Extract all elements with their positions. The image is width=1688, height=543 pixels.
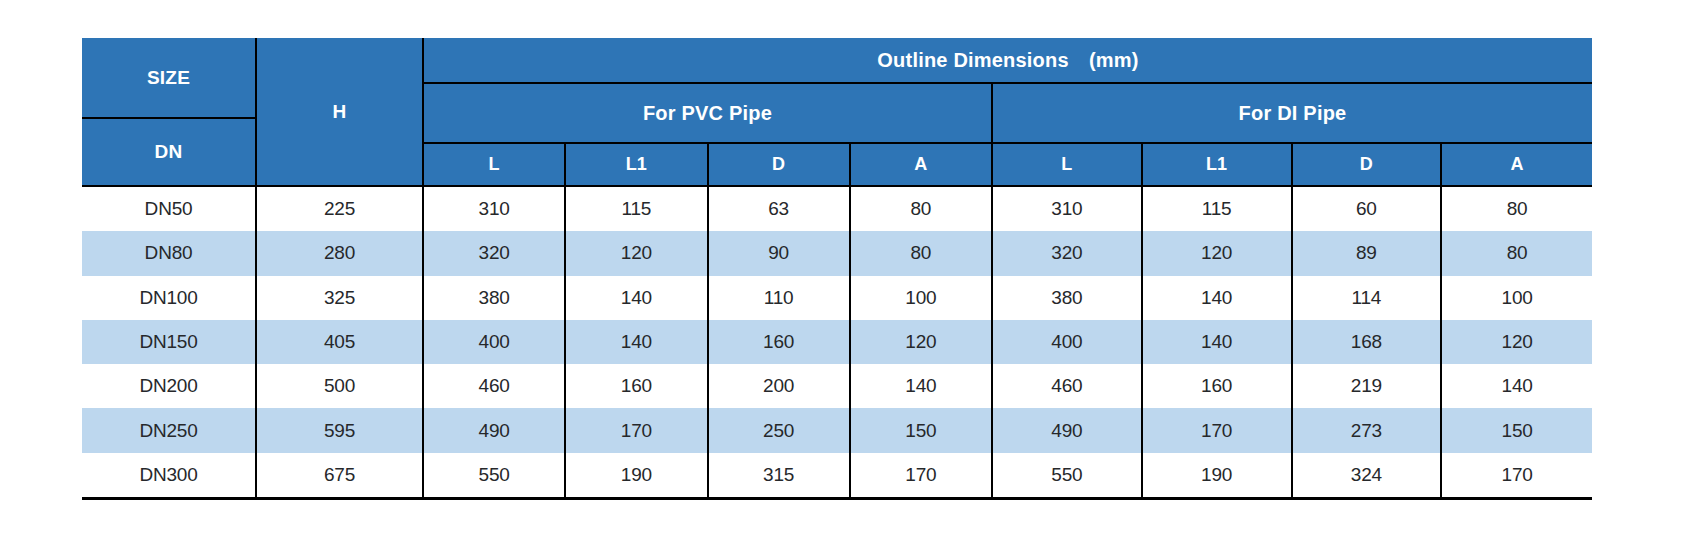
dimensions-table: SIZE DN H Outline Dimensions (mm) For PV… [82,38,1592,500]
header-h: H [257,38,424,185]
table-cell: 170 [1143,408,1293,452]
table-cell: 170 [1442,453,1592,497]
table-cell: 100 [851,276,993,320]
table-cell: 320 [424,231,566,275]
table-cell: 550 [993,453,1143,497]
table-cell: 120 [1143,231,1293,275]
table-cell: 400 [424,320,566,364]
cell-dn: DN50 [82,187,257,231]
table-cell: 120 [1442,320,1592,364]
table-cell: 110 [709,276,851,320]
header-dn: DN [82,119,257,185]
header-size: SIZE [82,38,257,119]
table-cell: 380 [424,276,566,320]
table-cell: 225 [257,187,424,231]
table-cell: 315 [709,453,851,497]
table-cell: 500 [257,364,424,408]
table-cell: 490 [424,408,566,452]
table-cell: 63 [709,187,851,231]
table-cell: 490 [993,408,1143,452]
table-cell: 150 [851,408,993,452]
table-cell: 550 [424,453,566,497]
table-cell: 140 [1143,276,1293,320]
table-cell: 80 [851,187,993,231]
table-cell: 280 [257,231,424,275]
table-cell: 140 [566,276,708,320]
table-cell: 100 [1442,276,1592,320]
header-pvc-group: For PVC Pipe [424,84,993,144]
table-cell: 140 [566,320,708,364]
table-cell: 140 [1442,364,1592,408]
table-cell: 190 [1143,453,1293,497]
cell-dn: DN100 [82,276,257,320]
table-cell: 320 [993,231,1143,275]
table-cell: 115 [1143,187,1293,231]
table-cell: 114 [1293,276,1443,320]
table-row: DN300675550190315170550190324170 [82,453,1592,497]
table-cell: 675 [257,453,424,497]
header-di-d: D [1293,144,1443,185]
table-body: DN5022531011563803101156080DN80280320120… [82,187,1592,497]
table-row: DN150405400140160120400140168120 [82,320,1592,364]
table-cell: 80 [1442,187,1592,231]
table-cell: 460 [993,364,1143,408]
table-cell: 310 [424,187,566,231]
table-cell: 80 [851,231,993,275]
table-cell: 273 [1293,408,1443,452]
table-cell: 140 [851,364,993,408]
header-pvc-l1: L1 [566,144,708,185]
cell-dn: DN300 [82,453,257,497]
table-cell: 250 [709,408,851,452]
table-cell: 90 [709,231,851,275]
table-row: DN250595490170250150490170273150 [82,408,1592,452]
table-cell: 160 [566,364,708,408]
header-di-group: For DI Pipe [993,84,1592,144]
cell-dn: DN80 [82,231,257,275]
cell-dn: DN200 [82,364,257,408]
page: SIZE DN H Outline Dimensions (mm) For PV… [0,0,1688,543]
table-cell: 150 [1442,408,1592,452]
table-row: DN8028032012090803201208980 [82,231,1592,275]
table-cell: 115 [566,187,708,231]
table-cell: 60 [1293,187,1443,231]
table-cell: 160 [1143,364,1293,408]
header-pvc-d: D [709,144,851,185]
table-cell: 380 [993,276,1143,320]
header-outline-dimensions: Outline Dimensions (mm) [424,38,1592,84]
table-cell: 405 [257,320,424,364]
table-cell: 168 [1293,320,1443,364]
table-cell: 310 [993,187,1143,231]
table-cell: 595 [257,408,424,452]
table-cell: 89 [1293,231,1443,275]
table-cell: 170 [566,408,708,452]
table-cell: 120 [566,231,708,275]
table-row: DN5022531011563803101156080 [82,187,1592,231]
header-pvc-l: L [424,144,566,185]
cell-dn: DN250 [82,408,257,452]
table-cell: 400 [993,320,1143,364]
header-di-a: A [1442,144,1592,185]
header-di-l1: L1 [1143,144,1293,185]
table-cell: 120 [851,320,993,364]
table-cell: 200 [709,364,851,408]
table-cell: 460 [424,364,566,408]
table-cell: 324 [1293,453,1443,497]
cell-dn: DN150 [82,320,257,364]
table-header: SIZE DN H Outline Dimensions (mm) For PV… [82,38,1592,187]
table-cell: 190 [566,453,708,497]
table-row: DN100325380140110100380140114100 [82,276,1592,320]
table-cell: 140 [1143,320,1293,364]
table-cell: 219 [1293,364,1443,408]
table-cell: 80 [1442,231,1592,275]
table-cell: 160 [709,320,851,364]
table-cell: 170 [851,453,993,497]
table-cell: 325 [257,276,424,320]
header-di-l: L [993,144,1143,185]
table-row: DN200500460160200140460160219140 [82,364,1592,408]
header-pvc-a: A [851,144,993,185]
